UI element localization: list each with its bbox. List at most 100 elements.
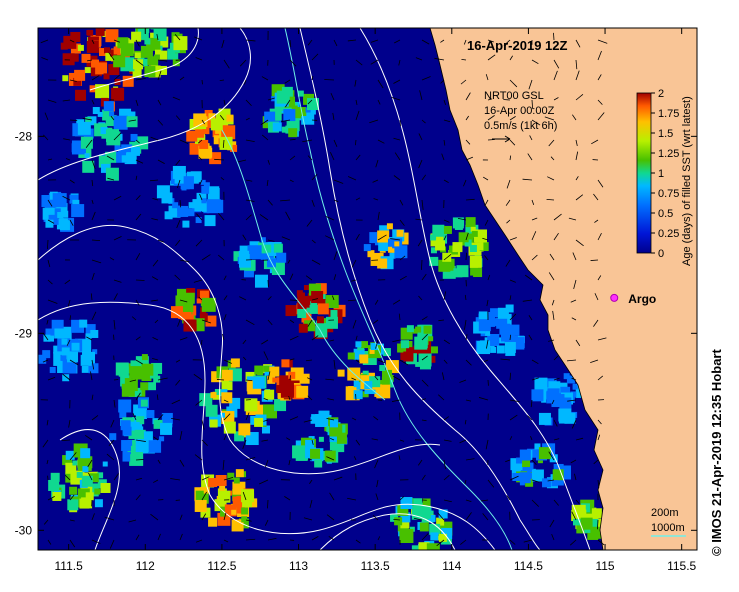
current-vector xyxy=(509,313,517,321)
sst-patch xyxy=(102,461,108,467)
sst-patch xyxy=(215,474,227,486)
sst-patch xyxy=(102,109,114,121)
sst-patch xyxy=(382,369,393,380)
sst-patch xyxy=(571,504,586,519)
sst-patch xyxy=(92,349,98,355)
lon-tick-label: 115 xyxy=(595,559,614,573)
argo-float-marker[interactable] xyxy=(610,293,619,302)
current-vector xyxy=(352,319,357,329)
sst-patch xyxy=(130,133,138,141)
current-vector xyxy=(69,494,75,501)
current-vector xyxy=(333,179,344,184)
current-vector xyxy=(553,355,559,361)
current-vector xyxy=(437,512,445,521)
sst-patch xyxy=(400,497,413,510)
current-vector xyxy=(288,459,291,466)
current-vector xyxy=(309,499,313,508)
current-vector xyxy=(245,538,256,541)
current-vector xyxy=(443,235,447,241)
sst-patch xyxy=(519,472,531,484)
current-vector xyxy=(201,439,208,446)
current-vector xyxy=(597,50,602,61)
current-vector xyxy=(222,333,225,341)
current-vector xyxy=(377,139,385,144)
sst-patch xyxy=(126,116,138,128)
sst-patch xyxy=(362,370,369,377)
current-vector xyxy=(528,79,533,90)
sst-patch xyxy=(173,36,188,51)
sst-patch xyxy=(280,384,294,398)
sst-patch xyxy=(359,354,369,364)
current-vector xyxy=(332,112,335,121)
sst-patch xyxy=(321,318,327,324)
sst-patch xyxy=(221,369,233,381)
current-vector xyxy=(289,59,297,67)
current-vector xyxy=(531,499,539,507)
sst-patch xyxy=(443,225,452,234)
current-vector xyxy=(151,299,159,302)
current-vector xyxy=(575,194,584,201)
current-vector xyxy=(245,99,252,107)
current-vector xyxy=(369,119,379,124)
sst-patch xyxy=(120,43,134,57)
current-vector xyxy=(597,375,604,381)
current-vector xyxy=(311,199,315,207)
sst-patch xyxy=(91,59,100,68)
current-vector xyxy=(553,32,555,41)
sst-patch xyxy=(276,252,287,263)
sst-patch xyxy=(95,28,105,36)
sst-patch xyxy=(288,371,296,379)
current-vector xyxy=(311,75,314,81)
current-vector xyxy=(333,199,339,203)
sst-patch xyxy=(199,290,209,300)
current-vector xyxy=(199,193,203,201)
sst-patch xyxy=(79,498,90,509)
sst-patch xyxy=(572,384,578,390)
current-vector xyxy=(311,439,314,445)
current-vector xyxy=(156,34,159,41)
current-vector xyxy=(372,179,379,183)
current-vector xyxy=(484,219,489,226)
current-vector xyxy=(377,211,380,221)
current-vector xyxy=(135,392,141,401)
sst-patch xyxy=(54,328,65,339)
current-vector xyxy=(135,336,141,341)
current-vector xyxy=(175,159,181,166)
sst-patch xyxy=(90,329,99,338)
current-vector xyxy=(375,493,379,501)
current-vector xyxy=(307,319,313,327)
current-vector xyxy=(465,458,475,461)
sst-patch xyxy=(130,146,140,156)
sst-patch xyxy=(67,499,79,511)
sst-patch xyxy=(209,186,220,197)
sst-patch xyxy=(281,359,290,368)
sst-patch xyxy=(172,59,180,67)
current-vector xyxy=(69,119,78,121)
sst-patch xyxy=(541,397,547,403)
sst-patch xyxy=(146,410,155,419)
sst-patch xyxy=(235,469,244,478)
current-vector xyxy=(62,99,71,102)
sst-patch xyxy=(103,73,110,80)
lon-tick-label: 113.5 xyxy=(361,559,390,573)
current-vector xyxy=(172,96,181,101)
current-vector xyxy=(91,199,94,205)
current-vector xyxy=(307,395,313,401)
current-vector xyxy=(443,291,447,301)
sst-patch xyxy=(79,319,88,328)
sst-patch xyxy=(204,215,216,227)
sst-patch xyxy=(362,391,369,398)
current-vector xyxy=(421,333,428,341)
sst-patch xyxy=(149,15,160,26)
colorbar-tick-label: 1.5 xyxy=(658,128,673,140)
sst-patch xyxy=(377,258,388,269)
current-vector xyxy=(347,497,357,501)
sst-patch xyxy=(158,65,168,75)
current-vector xyxy=(193,373,203,381)
current-vector xyxy=(157,459,161,464)
sst-patch xyxy=(388,245,396,253)
current-vector xyxy=(69,219,74,226)
sst-patch xyxy=(56,218,68,230)
current-vector xyxy=(201,419,205,430)
current-vector xyxy=(569,539,577,546)
